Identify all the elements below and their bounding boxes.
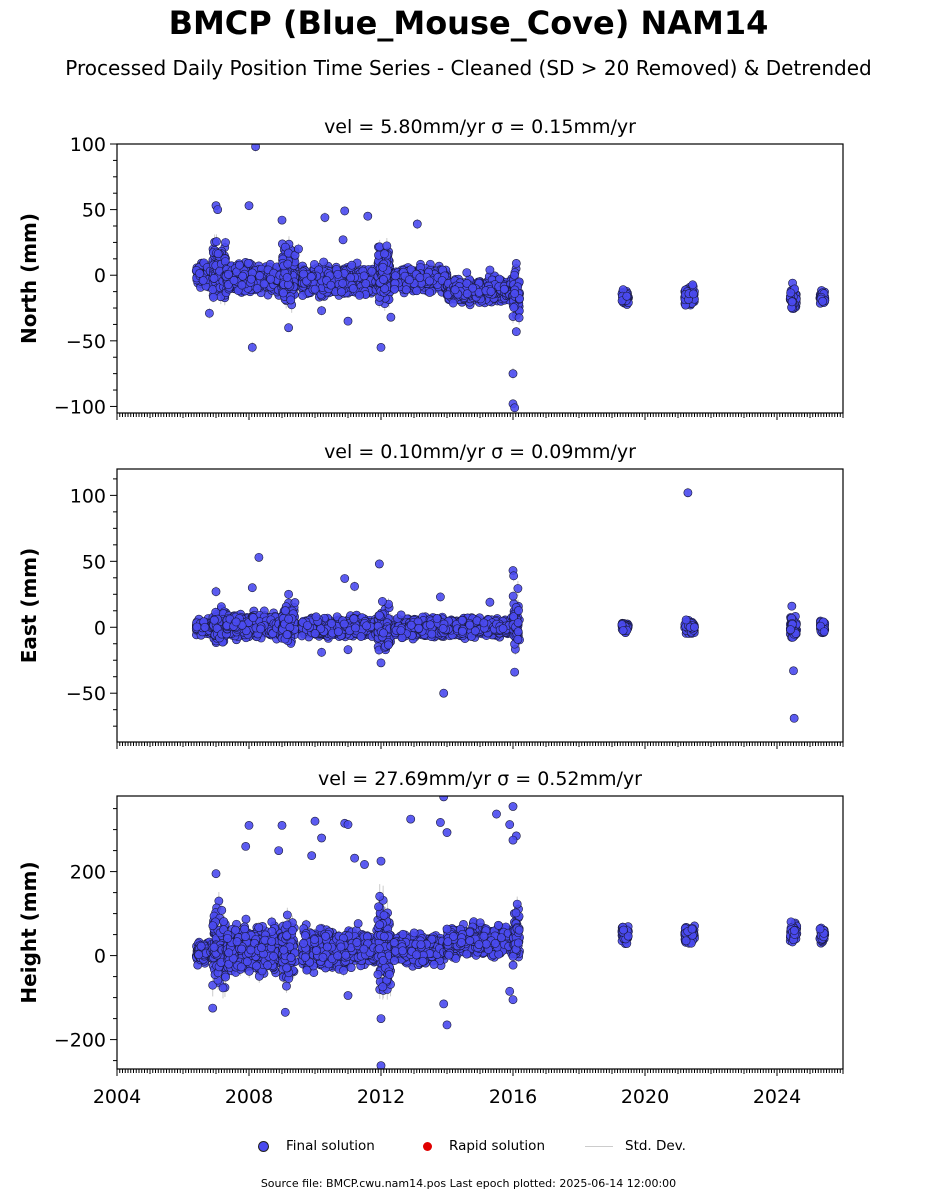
- data-point: [333, 269, 343, 279]
- data-point: [282, 273, 292, 282]
- data-point: [380, 284, 390, 293]
- data-point: [361, 279, 371, 289]
- data-point: [319, 257, 329, 267]
- data-point: [404, 275, 414, 285]
- data-point: [401, 285, 411, 295]
- data-point: [425, 276, 434, 286]
- data-point: [198, 276, 208, 285]
- data-point: [346, 273, 356, 283]
- data-point: [209, 292, 218, 302]
- data-point: [235, 260, 244, 270]
- chart-subtitle: Processed Daily Position Time Series - C…: [65, 56, 872, 80]
- data-point: [378, 262, 388, 272]
- data-point: [375, 242, 385, 252]
- data-point: [391, 271, 400, 281]
- data-point: [212, 237, 221, 246]
- data-point: [415, 273, 425, 283]
- data-point: [213, 249, 223, 259]
- data-point: [237, 280, 247, 290]
- data-point: [224, 270, 233, 279]
- data-point: [238, 271, 248, 281]
- data-point: [338, 278, 348, 288]
- data-point: [382, 241, 392, 251]
- data-point: [252, 284, 262, 293]
- data-point: [278, 288, 288, 298]
- chart-title: BMCP (Blue_Mouse_Cove) NAM14: [168, 4, 769, 42]
- data-point: [355, 290, 364, 300]
- data-point: [347, 260, 357, 270]
- data-point: [425, 288, 435, 297]
- data-point: [390, 284, 399, 294]
- data-point: [379, 275, 388, 284]
- data-point: [310, 284, 320, 294]
- data-point: [229, 276, 239, 285]
- data-point: [243, 258, 253, 268]
- data-point: [266, 274, 276, 284]
- data-point: [221, 238, 230, 247]
- data-point: [259, 279, 269, 289]
- data-point: [208, 285, 218, 294]
- data-point: [283, 259, 293, 269]
- data-point: [255, 271, 265, 281]
- plot-area: [191, 144, 830, 413]
- data-point: [380, 249, 389, 259]
- data-point: [348, 284, 358, 293]
- data-point: [286, 295, 296, 305]
- data-point: [412, 286, 422, 296]
- data-point: [337, 287, 346, 297]
- data-point: [306, 272, 316, 282]
- data-point: [246, 274, 256, 284]
- data-point: [359, 271, 369, 281]
- data-point: [326, 280, 336, 290]
- data-point: [209, 273, 219, 283]
- data-point: [195, 268, 205, 278]
